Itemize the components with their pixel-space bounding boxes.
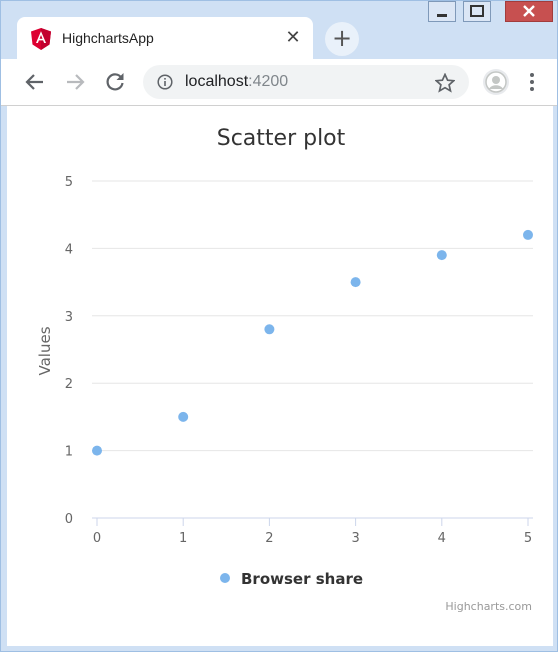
y-tick-label: 5 <box>65 175 73 190</box>
scatter-chart: Scatter plot 0 1 2 3 4 5 0 1 2 3 4 5 Values Browser… <box>36 126 533 613</box>
grid-lines <box>92 180 533 452</box>
x-tick-label: 4 <box>438 531 446 546</box>
address-bar[interactable]: localhost:4200 <box>143 65 469 99</box>
url-host: localhost <box>185 73 249 90</box>
window-close-button[interactable] <box>505 1 553 22</box>
x-tick-label: 3 <box>351 531 359 546</box>
menu-dots-icon[interactable] <box>529 71 535 93</box>
tab-title: HighchartsApp <box>62 30 154 46</box>
bookmark-star-icon[interactable] <box>435 73 455 93</box>
y-tick-label: 4 <box>65 242 73 257</box>
x-tick-label: 1 <box>179 531 187 546</box>
chart-title: Scatter plot <box>217 126 346 151</box>
page-content: Scatter plot 0 1 2 3 4 5 0 1 2 3 4 5 Values Browser… <box>7 106 553 646</box>
legend[interactable]: Browser share <box>220 570 363 588</box>
forward-arrow-icon[interactable] <box>63 70 87 94</box>
scatter-series <box>92 229 533 456</box>
x-tick-label: 0 <box>93 531 101 546</box>
browser-tab[interactable]: HighchartsApp ✕ <box>17 17 313 60</box>
tab-close-button[interactable]: ✕ <box>285 27 301 48</box>
angular-logo-icon <box>31 28 51 50</box>
y-axis-title: Values <box>36 326 54 375</box>
legend-label[interactable]: Browser share <box>241 570 363 588</box>
scatter-point[interactable] <box>350 277 361 288</box>
browser-toolbar: localhost:4200 <box>1 59 557 106</box>
scatter-point[interactable] <box>178 411 189 422</box>
legend-marker[interactable] <box>220 573 230 583</box>
maximize-icon <box>470 5 484 17</box>
minimize-button[interactable] <box>428 1 456 22</box>
y-tick-label: 0 <box>65 512 73 527</box>
profile-icon <box>485 71 507 93</box>
url-port: :4200 <box>248 73 289 90</box>
info-icon[interactable] <box>157 74 173 90</box>
x-tick-label: 2 <box>265 531 273 546</box>
y-tick-label: 3 <box>65 310 73 325</box>
close-icon <box>523 5 535 17</box>
minimize-icon <box>437 14 447 17</box>
profile-avatar[interactable] <box>483 69 509 95</box>
scatter-point[interactable] <box>436 250 447 261</box>
x-tick-label: 5 <box>524 531 532 546</box>
back-arrow-icon[interactable] <box>23 70 47 94</box>
highcharts-credit-link[interactable]: Highcharts.com <box>445 600 532 613</box>
maximize-button[interactable] <box>463 1 491 22</box>
url-text[interactable]: localhost:4200 <box>185 73 288 91</box>
title-bar: HighchartsApp ✕ + <box>1 1 557 60</box>
scatter-point[interactable] <box>264 324 275 335</box>
y-tick-label: 1 <box>65 445 73 460</box>
reload-icon[interactable] <box>103 70 127 94</box>
scatter-point[interactable] <box>92 445 102 456</box>
y-tick-label: 2 <box>65 377 73 392</box>
new-tab-button[interactable]: + <box>331 24 353 52</box>
scatter-point[interactable] <box>523 229 533 240</box>
new-tab-background <box>325 22 359 56</box>
axes: 0 1 2 3 4 5 0 1 2 3 4 5 <box>65 175 533 546</box>
